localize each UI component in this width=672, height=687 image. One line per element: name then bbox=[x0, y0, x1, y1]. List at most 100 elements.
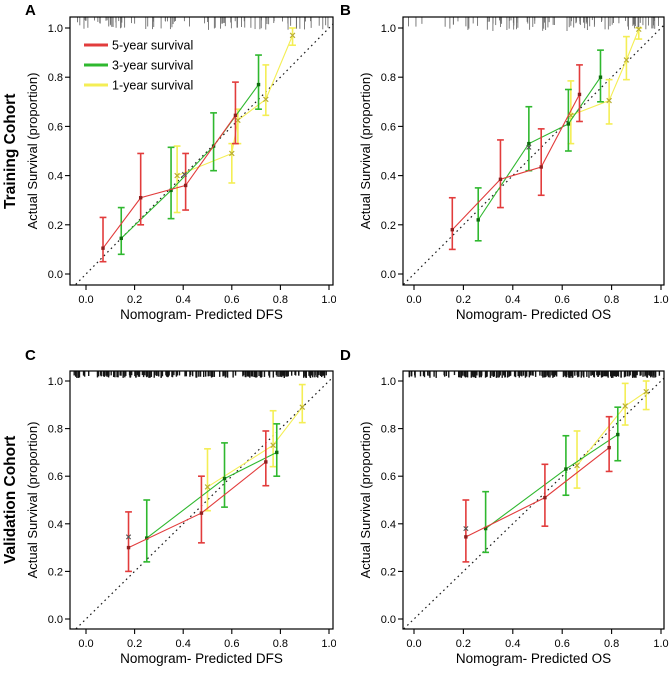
panel-letter-a: A bbox=[25, 2, 36, 19]
y-tick-label: 0.6 bbox=[381, 121, 396, 133]
x-tick-label: 0.0 bbox=[406, 638, 421, 650]
series-1-year-survival bbox=[567, 26, 643, 145]
data-point-dot bbox=[256, 82, 261, 87]
x-axis-label: Nomogram- Predicted DFS bbox=[120, 651, 283, 666]
data-point-dot bbox=[598, 75, 603, 79]
y-axis-label: Actual Survival (proportion) bbox=[358, 73, 373, 230]
x-tick-label: 0.0 bbox=[78, 638, 93, 650]
panel-letter-b: B bbox=[340, 2, 351, 19]
diagonal-reference-line bbox=[403, 24, 664, 285]
y-tick-label: 0.0 bbox=[381, 269, 396, 281]
y-tick-label: 0.4 bbox=[381, 519, 396, 531]
data-point-dot bbox=[264, 460, 268, 464]
y-tick-label: 1.0 bbox=[381, 376, 396, 388]
y-axis-label: Actual Survival (proportion) bbox=[25, 422, 40, 579]
series-1-year-survival bbox=[204, 383, 306, 512]
data-point-dot bbox=[607, 445, 611, 450]
x-tick-label: 0.2 bbox=[456, 294, 471, 306]
data-point-dot bbox=[275, 450, 279, 455]
x-tick-label: 0.6 bbox=[555, 294, 570, 306]
series-5-year-survival bbox=[99, 81, 239, 263]
x-tick-label: 0.2 bbox=[127, 638, 142, 650]
x-tick-label: 0.4 bbox=[176, 638, 191, 650]
y-tick-label: 1.0 bbox=[381, 23, 396, 35]
x-tick-label: 0.6 bbox=[555, 638, 570, 650]
data-point-x bbox=[299, 404, 306, 411]
data-point-dot bbox=[199, 511, 204, 515]
data-point-x bbox=[623, 57, 630, 63]
panel-b-training-os: 0.0 0.2 0.4 0.6 0.8 1.0 0.0 0.2 0.4 0.6 0.8 1.0 Nomo… bbox=[336, 0, 672, 344]
series-3-year-survival bbox=[482, 406, 622, 554]
x-tick-label: 0.8 bbox=[604, 638, 619, 650]
panel-letter-d: D bbox=[340, 347, 351, 364]
plot-border bbox=[69, 16, 334, 286]
y-tick-label: 0.2 bbox=[381, 566, 396, 578]
panel-letter-c: C bbox=[25, 347, 36, 364]
x-tick-label: 0.4 bbox=[505, 294, 520, 306]
data-point-dot bbox=[183, 183, 188, 188]
data-point-dot bbox=[539, 165, 543, 169]
y-tick-label: 1.0 bbox=[48, 376, 63, 388]
y-tick-label: 0.0 bbox=[381, 614, 396, 626]
data-point-dot bbox=[616, 432, 620, 437]
y-tick-label: 0.8 bbox=[48, 72, 63, 84]
x-tick-label: 1.0 bbox=[653, 638, 668, 650]
x-tick-label: 0.6 bbox=[224, 294, 239, 306]
y-tick-label: 0.8 bbox=[48, 424, 63, 436]
calibration-chart-training-dfs: 0.0 0.2 0.4 0.6 0.8 1.0 0.0 0.2 0.4 0.6 0.8 1.0 Nomo… bbox=[25, 16, 336, 322]
legend: 5-year survival 3-year survival 1-year sur… bbox=[84, 39, 193, 93]
y-tick-label: 0.6 bbox=[48, 121, 63, 133]
x-tick-label: 0.4 bbox=[505, 638, 520, 650]
y-tick-label: 0.4 bbox=[381, 171, 396, 183]
x-tick-label: 0.0 bbox=[78, 294, 93, 306]
series-5-year-survival bbox=[448, 64, 583, 251]
y-tick-label: 0.2 bbox=[48, 566, 63, 578]
axis-tick-labels: 0.0 0.2 0.4 0.6 0.8 1.0 0.0 0.2 0.4 0.6 0.8 1.0 bbox=[48, 376, 336, 650]
x-axis-label: Nomogram- Predicted DFS bbox=[120, 307, 283, 322]
data-point-x bbox=[643, 388, 650, 395]
y-tick-label: 0.8 bbox=[381, 424, 396, 436]
data-point-dot bbox=[577, 92, 582, 97]
axis-ticks bbox=[65, 27, 330, 290]
y-tick-label: 0.6 bbox=[381, 471, 396, 483]
rug-marks bbox=[408, 17, 659, 31]
legend-item-label: 3-year survival bbox=[112, 59, 193, 73]
axis-ticks bbox=[398, 380, 662, 634]
y-axis-label: Actual Survival (proportion) bbox=[358, 422, 373, 579]
axis-tick-labels: 0.0 0.2 0.4 0.6 0.8 1.0 0.0 0.2 0.4 0.6 0.8 1.0 bbox=[48, 23, 336, 306]
rug-marks bbox=[408, 371, 661, 378]
series-3-year-survival bbox=[143, 423, 281, 563]
calibration-chart-validation-os: 0.0 0.2 0.4 0.6 0.8 1.0 0.0 0.2 0.4 0.6 0.8 1.0 Nomo… bbox=[358, 370, 669, 666]
y-tick-label: 0.0 bbox=[48, 614, 63, 626]
x-tick-label: 0.0 bbox=[406, 294, 421, 306]
plot-border bbox=[402, 16, 665, 286]
data-point-dot bbox=[145, 536, 149, 540]
data-point-x bbox=[262, 96, 269, 103]
corrected-estimate-x-marker bbox=[125, 534, 132, 540]
plot-border bbox=[69, 370, 334, 630]
axis-ticks bbox=[398, 27, 662, 290]
y-tick-label: 0.2 bbox=[48, 220, 63, 232]
corrected-estimate-x-marker bbox=[463, 525, 469, 532]
data-point-x bbox=[235, 117, 241, 124]
legend-item-label: 5-year survival bbox=[112, 39, 193, 53]
series-5-year-survival bbox=[462, 415, 613, 563]
data-point-dot bbox=[222, 476, 227, 481]
data-point-dot bbox=[527, 141, 531, 146]
data-point-dot bbox=[450, 228, 454, 232]
data-point-x bbox=[228, 150, 235, 157]
calibration-chart-validation-dfs: 0.0 0.2 0.4 0.6 0.8 1.0 0.0 0.2 0.4 0.6 0.8 1.0 Nomo… bbox=[25, 370, 336, 666]
series-1-year-survival bbox=[573, 380, 650, 489]
x-tick-label: 1.0 bbox=[321, 294, 336, 306]
y-tick-label: 0.4 bbox=[48, 171, 63, 183]
data-point-x bbox=[289, 32, 296, 39]
calibration-chart-training-os: 0.0 0.2 0.4 0.6 0.8 1.0 0.0 0.2 0.4 0.6 0.8 1.0 Nomo… bbox=[358, 16, 669, 322]
plot-border bbox=[402, 370, 665, 630]
data-point-x bbox=[574, 462, 580, 469]
panel-d-validation-os: 0.0 0.2 0.4 0.6 0.8 1.0 0.0 0.2 0.4 0.6 0.8 1.0 Nomo… bbox=[336, 344, 672, 687]
panel-c-validation-dfs: 0.0 0.2 0.4 0.6 0.8 1.0 0.0 0.2 0.4 0.6 0.8 1.0 Nomo… bbox=[0, 344, 336, 687]
x-tick-label: 0.8 bbox=[273, 638, 288, 650]
data-point-x bbox=[270, 442, 276, 449]
data-point-dot bbox=[138, 196, 143, 200]
